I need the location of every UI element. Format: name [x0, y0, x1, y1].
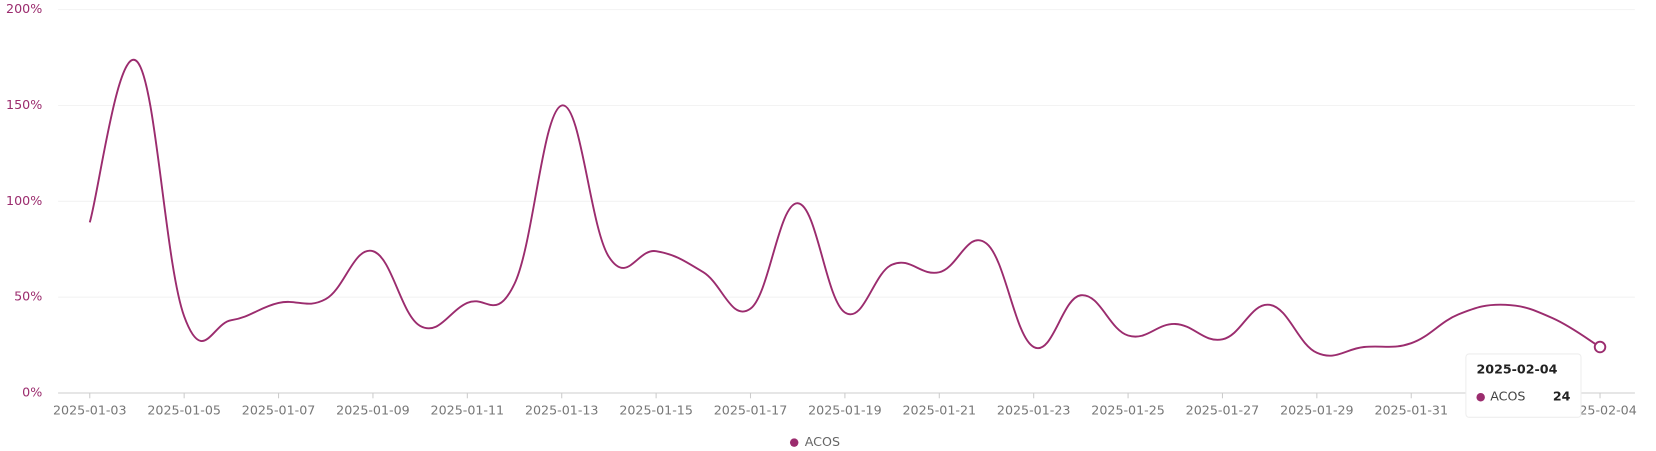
y-tick-label: 150%	[6, 97, 42, 112]
y-tick-label: 0%	[22, 385, 42, 400]
x-tick-label: 2025-01-25	[1091, 402, 1165, 417]
y-tick-label: 200%	[6, 1, 42, 16]
x-tick-label: 2025-01-21	[903, 402, 977, 417]
y-tick-label: 50%	[14, 289, 42, 304]
tooltip-series: ACOS	[1490, 389, 1525, 404]
x-tick-label: 2025-01-29	[1280, 402, 1354, 417]
x-tick-label: 2025-01-31	[1374, 402, 1448, 417]
tooltip-title: 2025-02-04	[1476, 361, 1557, 376]
x-tick-label: 2025-01-05	[147, 402, 221, 417]
x-tick-label: 2025-01-19	[808, 402, 882, 417]
x-tick-label: 2025-02-04	[1563, 402, 1637, 417]
legend-label[interactable]: ACOS	[805, 434, 840, 449]
x-tick-label: 2025-01-17	[714, 402, 788, 417]
x-tick-label: 2025-01-11	[431, 402, 505, 417]
y-tick-label: 100%	[6, 193, 42, 208]
x-tick-label: 2025-01-27	[1186, 402, 1260, 417]
legend-marker[interactable]	[789, 438, 799, 447]
hover-point	[1593, 340, 1607, 354]
x-tick-label: 2025-01-03	[53, 402, 127, 417]
tooltip: 2025-02-04 ACOS 24	[1465, 353, 1582, 418]
tooltip-box	[1465, 353, 1582, 418]
legend[interactable]: ACOS	[789, 434, 840, 449]
x-tick-label: 2025-01-15	[619, 402, 693, 417]
x-tick-label: 2025-01-09	[336, 402, 410, 417]
x-tick-label: 2025-01-07	[242, 402, 316, 417]
x-tick-label: 2025-01-13	[525, 402, 599, 417]
x-tick-label: 2025-01-23	[997, 402, 1071, 417]
tooltip-value: 24	[1553, 389, 1571, 404]
tooltip-marker	[1476, 393, 1485, 402]
line-series	[88, 58, 1601, 357]
